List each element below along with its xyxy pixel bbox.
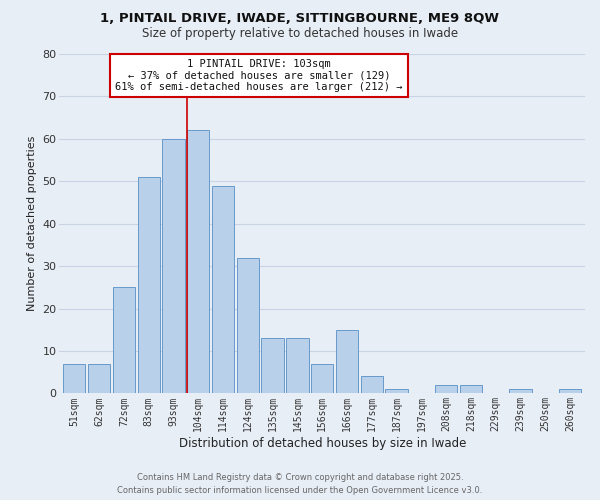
Text: 1, PINTAIL DRIVE, IWADE, SITTINGBOURNE, ME9 8QW: 1, PINTAIL DRIVE, IWADE, SITTINGBOURNE, … — [101, 12, 499, 26]
Bar — [113, 288, 135, 394]
Bar — [286, 338, 308, 394]
Bar — [212, 186, 234, 394]
Bar — [509, 389, 532, 394]
Y-axis label: Number of detached properties: Number of detached properties — [27, 136, 37, 312]
Text: 1 PINTAIL DRIVE: 103sqm
← 37% of detached houses are smaller (129)
61% of semi-d: 1 PINTAIL DRIVE: 103sqm ← 37% of detache… — [115, 59, 403, 92]
Bar — [187, 130, 209, 394]
X-axis label: Distribution of detached houses by size in Iwade: Distribution of detached houses by size … — [179, 437, 466, 450]
Bar — [262, 338, 284, 394]
Bar — [237, 258, 259, 394]
Bar — [435, 385, 457, 394]
Bar — [361, 376, 383, 394]
Bar — [311, 364, 334, 394]
Bar — [385, 389, 408, 394]
Bar — [163, 139, 185, 394]
Bar — [336, 330, 358, 394]
Bar — [460, 385, 482, 394]
Bar — [88, 364, 110, 394]
Bar — [137, 177, 160, 394]
Bar — [559, 389, 581, 394]
Text: Contains HM Land Registry data © Crown copyright and database right 2025.
Contai: Contains HM Land Registry data © Crown c… — [118, 474, 482, 495]
Text: Size of property relative to detached houses in Iwade: Size of property relative to detached ho… — [142, 28, 458, 40]
Bar — [63, 364, 85, 394]
